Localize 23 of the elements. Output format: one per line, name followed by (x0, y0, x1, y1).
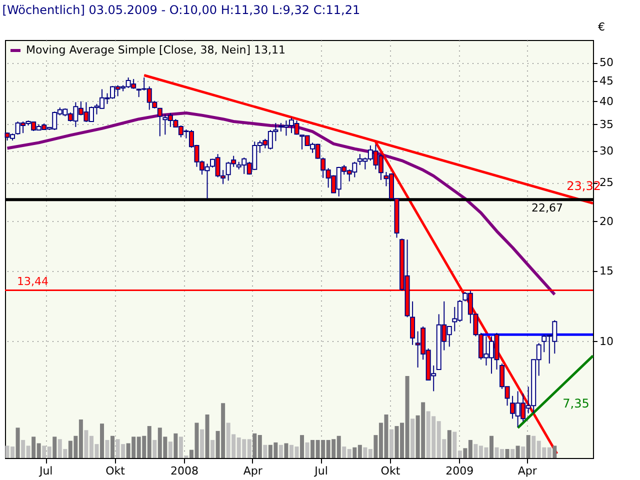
ref-line-label: 22,67 (532, 202, 563, 215)
legend-label: Moving Average Simple [Close, 38, Nein] 13,11 (26, 44, 286, 56)
x-tick-label: Jul (314, 464, 328, 478)
chart-title: [Wöchentlich] 03.05.2009 - O:10,00 H:11,30 L:9,32 C:11,21 (2, 3, 360, 17)
x-tick-label: Okt (106, 464, 126, 478)
x-tick-label: 2009 (446, 464, 474, 478)
x-tick-label: Okt (380, 464, 401, 478)
x-tick-label: Apr (518, 464, 538, 478)
y-tick-label: 35 (600, 118, 614, 131)
y-tick-label: 10 (600, 334, 614, 348)
y-tick-label: 15 (600, 264, 614, 278)
y-tick-label: 25 (600, 176, 614, 190)
y-tick-label: 50 (600, 56, 614, 70)
x-tick-label: 2008 (170, 464, 198, 478)
y-axis-title: € (598, 20, 605, 34)
annotation: 7,35 (562, 396, 590, 411)
x-tick-label: Apr (243, 464, 263, 478)
y-tick-label: 45 (600, 74, 614, 88)
y-tick-label: 30 (600, 144, 614, 158)
y-tick-label: 40 (600, 94, 614, 108)
ref-line-label: 13,44 (17, 275, 48, 288)
y-tick-label: 20 (600, 214, 614, 228)
x-tick-label: Jul (38, 464, 53, 478)
